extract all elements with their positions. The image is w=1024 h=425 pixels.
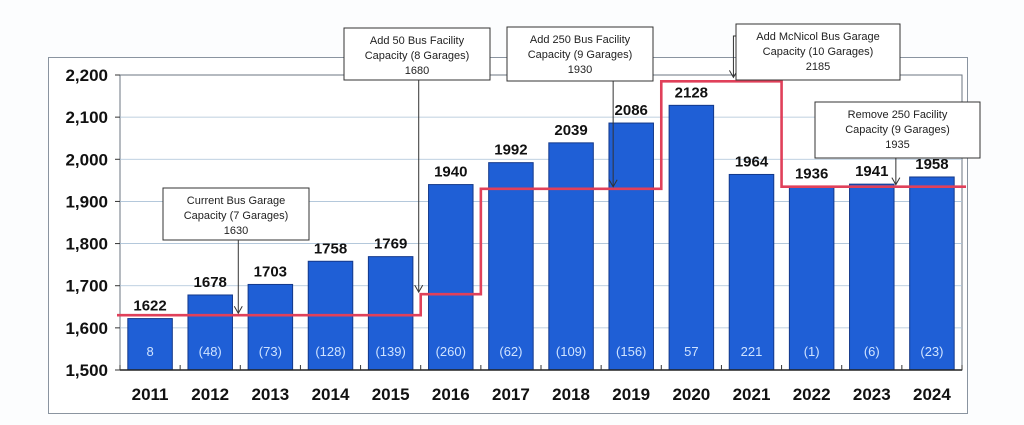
bar-inner-label: (260) — [436, 344, 466, 359]
x-tick-label: 2020 — [672, 385, 710, 404]
axes: 1,500 1,600 1,700 1,800 1,900 2,000 2,100 2,200… — [65, 66, 963, 404]
bar-inner-label: (6) — [864, 344, 880, 359]
capacity-line — [117, 80, 966, 317]
bar-inner-label: (139) — [375, 344, 405, 359]
x-tick-label: 2015 — [372, 385, 410, 404]
bar-inner-label: (128) — [315, 344, 345, 359]
bar-inner-label: (62) — [499, 344, 522, 359]
bar — [187, 294, 233, 371]
bar — [909, 176, 955, 371]
x-tick-label: 2013 — [251, 385, 289, 404]
y-tick-label: 2,200 — [65, 66, 108, 85]
annotation-text: Capacity (9 Garages) — [845, 124, 950, 136]
y-tick-label: 2,100 — [65, 108, 108, 127]
bar-value-label: 1936 — [795, 165, 828, 182]
bar — [668, 104, 715, 371]
annotation-text: Add 250 Bus Facility — [530, 34, 631, 46]
x-tick-label: 2019 — [612, 385, 650, 404]
annotation-text: Capacity (8 Garages) — [365, 50, 470, 62]
x-tick-label: 2016 — [432, 385, 470, 404]
bar-value-label: 1941 — [855, 163, 888, 180]
bar-inner-label: (1) — [804, 344, 820, 359]
x-tick-label: 2023 — [853, 385, 891, 404]
x-tick-label: 2022 — [793, 385, 831, 404]
x-tick-label: 2018 — [552, 385, 590, 404]
bar-value-label: 1964 — [735, 153, 769, 170]
bar-inner-label: (23) — [920, 344, 943, 359]
y-tick-label: 1,900 — [65, 192, 108, 211]
bar-inner-label: (156) — [616, 344, 646, 359]
bars: 1622 8 1678 (48) 1703 (73) 1758 (128) 1769 (139) 1… — [127, 84, 955, 371]
y-tick-label: 2,000 — [65, 150, 108, 169]
bar-inner-label: 57 — [684, 344, 698, 359]
annotation-text: Current Bus Garage — [187, 195, 285, 207]
x-tick-label: 2012 — [191, 385, 229, 404]
annotation-box — [343, 27, 491, 81]
annotation-text: 2185 — [806, 61, 830, 73]
bar-inner-label: (109) — [556, 344, 586, 359]
annotation-box — [162, 187, 310, 241]
bar — [488, 162, 534, 371]
annotation-text: Capacity (7 Garages) — [184, 210, 289, 222]
arrow-icon — [233, 305, 243, 315]
annotation-text: 1630 — [224, 225, 248, 237]
bar-value-label: 1992 — [494, 142, 527, 159]
bar-value-label: 1678 — [194, 274, 227, 291]
x-tick-label: 2011 — [132, 385, 169, 404]
y-tick-label: 1,800 — [65, 235, 108, 254]
bar — [127, 318, 173, 371]
annotation-text: Add McNicol Bus Garage — [756, 31, 880, 43]
bar-inner-label: 8 — [146, 344, 153, 359]
bar — [788, 185, 835, 371]
bar-value-label: 1958 — [915, 156, 948, 173]
x-tick-label: 2017 — [492, 385, 530, 404]
bar — [608, 122, 654, 371]
capacity-line-group — [117, 80, 966, 317]
bar — [728, 173, 775, 371]
bar-value-label: 2086 — [615, 102, 648, 119]
bar-value-label: 1940 — [434, 164, 467, 181]
y-tick-label: 1,500 — [65, 361, 108, 380]
bar-value-label: 1622 — [133, 298, 166, 315]
annotation-text: 1930 — [568, 64, 592, 76]
annotation-box — [814, 101, 981, 159]
bar-inner-label: (48) — [199, 344, 222, 359]
bar — [367, 256, 414, 371]
arrow-icon — [891, 177, 901, 186]
bar-value-label: 1703 — [254, 263, 287, 280]
bar — [428, 184, 474, 371]
annotation-text: 1935 — [885, 139, 909, 151]
annotation-text: Capacity (9 Garages) — [528, 49, 633, 61]
bar-inner-label: (73) — [259, 344, 282, 359]
x-tick-label: 2024 — [913, 385, 951, 404]
arrow-icon — [608, 179, 618, 188]
bar-value-label: 1769 — [374, 236, 407, 253]
y-tick-label: 1,600 — [65, 319, 108, 338]
annotation-text: 1680 — [405, 65, 429, 77]
annotation-box — [506, 26, 654, 82]
bar-value-label: 2039 — [554, 122, 587, 139]
bar-inner-label: 221 — [741, 344, 763, 359]
arrow-icon — [414, 284, 424, 294]
annotation-leader — [732, 35, 736, 78]
y-tick-label: 1,700 — [65, 277, 108, 296]
annotation-text: Remove 250 Facility — [848, 109, 948, 121]
annotation-text: Add 50 Bus Facility — [370, 35, 465, 47]
annotation-box — [735, 23, 901, 81]
annotations: Current Bus Garage Capacity (7 Garages) 16… — [162, 23, 981, 315]
x-tick-label: 2021 — [733, 385, 771, 404]
x-tick-label: 2014 — [312, 385, 350, 404]
bar — [548, 142, 594, 371]
bar-value-label: 1758 — [314, 240, 347, 257]
bar-value-label: 2128 — [675, 84, 708, 101]
bar — [247, 283, 294, 371]
bar — [849, 183, 895, 371]
annotation-text: Capacity (10 Garages) — [763, 46, 874, 58]
